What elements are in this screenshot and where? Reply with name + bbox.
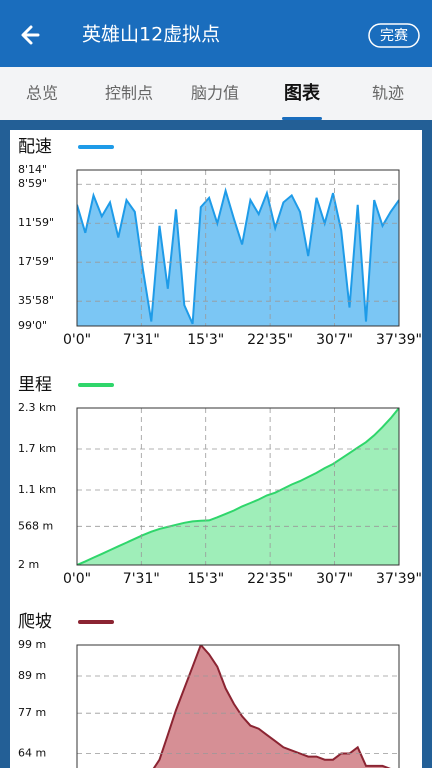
line [77,187,399,325]
plot-frame [76,407,400,566]
plot [76,644,400,768]
header-bar [0,0,432,67]
header-title: 英雄山12虚拟点 [82,24,220,46]
tab[interactable]: 脑力值 [191,84,239,103]
plot-frame [76,644,400,768]
x-tick-label: 37'39" [376,332,422,348]
line [152,645,399,768]
tab-indicator [282,117,322,120]
tab[interactable]: 轨迹 [372,84,404,103]
y-tick-label: 17'59" [18,255,54,268]
y-tick-label: 8'59" [18,177,47,190]
x-tick-label: 7'31" [123,332,160,348]
x-tick-label: 22'35" [247,332,293,348]
plot-area [77,408,399,565]
x-tick-label: 7'31" [123,571,160,587]
plot [76,169,400,327]
x-tick-label: 0'0" [63,332,91,348]
x-tick-label: 0'0" [63,571,91,587]
area-fill [77,408,399,565]
x-tick-label: 15'3" [187,571,224,587]
x-tick-label: 15'3" [187,332,224,348]
x-tick-label: 30'7" [316,332,353,348]
chart-title: 爬坡 [18,612,52,632]
area-fill [77,190,399,326]
y-tick-label: 2 m [18,558,39,571]
y-tick-label: 8'14" [18,163,47,176]
badge-text: 完赛 [380,28,408,44]
badge [368,23,420,48]
tab[interactable]: 图表 [284,82,321,104]
y-tick-label: 1.1 km [18,483,56,496]
plot [76,407,400,566]
y-tick-label: 2.3 km [18,401,56,414]
y-tick-label: 89 m [18,669,46,682]
tab-bar [0,67,432,120]
y-tick-label: 1.7 km [18,442,56,455]
y-tick-label: 64 m [18,747,46,760]
y-tick-label: 99'0" [18,319,47,332]
x-tick-label: 30'7" [316,571,353,587]
y-tick-label: 77 m [18,706,46,719]
back-button[interactable] [21,25,40,45]
plot-frame [76,169,400,327]
y-tick-label: 35'58" [18,294,54,307]
y-tick-label: 99 m [18,638,46,651]
line [77,408,399,565]
chart-title: 配速 [18,137,52,157]
x-tick-label: 37'39" [376,571,422,587]
y-tick-label: 11'59" [18,216,54,229]
x-tick-label: 22'35" [247,571,293,587]
chart-title: 里程 [18,375,52,395]
y-tick-label: 568 m [18,519,53,532]
plot-area [77,187,399,326]
tab[interactable]: 总览 [26,84,58,103]
tab[interactable]: 控制点 [105,84,153,103]
